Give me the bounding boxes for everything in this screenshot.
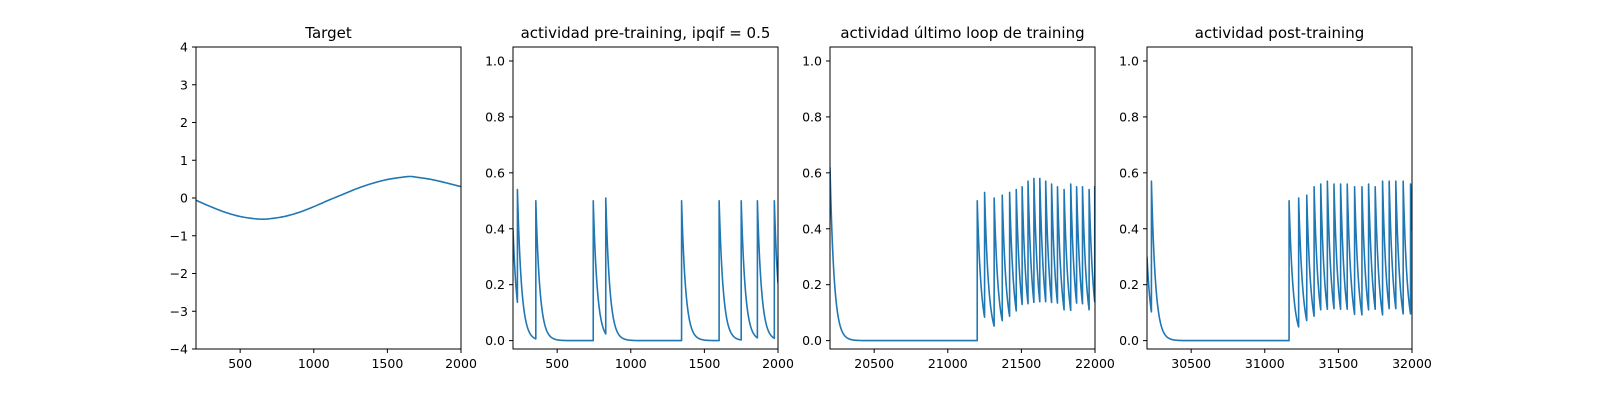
y-tick-label: −2 (170, 266, 188, 281)
y-tick-label: 1.0 (1119, 53, 1139, 68)
y-tick-label: 1.0 (802, 53, 822, 68)
series-line (1147, 180, 1412, 342)
subplot-title: actividad pre-training, ipqif = 0.5 (521, 24, 771, 42)
x-tick-label: 21000 (928, 356, 968, 371)
axes-frame (512, 46, 779, 350)
x-tick-label: 32000 (1392, 356, 1432, 371)
y-tick-label: 3 (180, 77, 188, 92)
y-tick-label: 0.8 (802, 109, 822, 124)
x-tick-label: 2000 (762, 356, 794, 371)
y-tick-label: 0.2 (485, 277, 505, 292)
y-tick-label: 0.8 (485, 109, 505, 124)
x-tick-label: 1000 (298, 356, 330, 371)
series-line (196, 175, 461, 220)
subplot-pre-training: actividad pre-training, ipqif = 0.5 500 1… (485, 24, 794, 371)
series-line (513, 188, 778, 342)
y-tick-label: 4 (180, 40, 188, 55)
subplot-title: actividad último loop de training (840, 24, 1084, 42)
subplot-title: actividad post-training (1195, 24, 1364, 42)
y-tick-label: 0 (180, 191, 188, 206)
y-tick-label: 0.2 (1119, 277, 1139, 292)
subplot-title: Target (304, 24, 352, 42)
x-tick-label: 22000 (1075, 356, 1115, 371)
y-tick-label: 0.0 (802, 333, 822, 348)
x-tick-label: 1500 (371, 356, 403, 371)
y-tick-label: 1.0 (485, 53, 505, 68)
subplot-target: Target 500 1000 1500 2000 −4 −3 −2 −1 0 1 2 3 4 (170, 24, 477, 371)
y-tick-label: −4 (170, 342, 188, 357)
x-tick-label: 500 (545, 356, 569, 371)
x-tick-label: 31500 (1319, 356, 1359, 371)
y-tick-label: 0.0 (1119, 333, 1139, 348)
x-tick-label: 31000 (1245, 356, 1285, 371)
y-tick-label: 0.8 (1119, 109, 1139, 124)
x-tick-label: 1000 (615, 356, 647, 371)
y-tick-label: −1 (170, 228, 188, 243)
y-tick-label: −3 (170, 304, 188, 319)
y-tick-label: 0.6 (485, 165, 505, 180)
y-tick-label: 0.4 (802, 221, 822, 236)
x-tick-label: 21500 (1002, 356, 1042, 371)
x-tick-label: 1500 (688, 356, 720, 371)
y-tick-label: 0.6 (802, 165, 822, 180)
x-tick-label: 30500 (1171, 356, 1211, 371)
y-tick-label: 0.6 (1119, 165, 1139, 180)
series-line (830, 167, 1095, 342)
y-tick-label: 2 (180, 115, 188, 130)
subplot-post-training: actividad post-training 30500 31000 31500 3… (1119, 24, 1432, 371)
x-tick-label: 500 (228, 356, 252, 371)
x-tick-label: 2000 (445, 356, 477, 371)
y-tick-label: 1 (180, 153, 188, 168)
y-tick-label: 0.2 (802, 277, 822, 292)
x-tick-label: 20500 (854, 356, 894, 371)
subplot-last-training-loop: actividad último loop de training 20500 2… (802, 24, 1115, 371)
y-tick-label: 0.4 (1119, 221, 1139, 236)
axes-frame (1146, 46, 1413, 350)
axes-frame (829, 46, 1096, 350)
y-tick-label: 0.0 (485, 333, 505, 348)
y-tick-label: 0.4 (485, 221, 505, 236)
